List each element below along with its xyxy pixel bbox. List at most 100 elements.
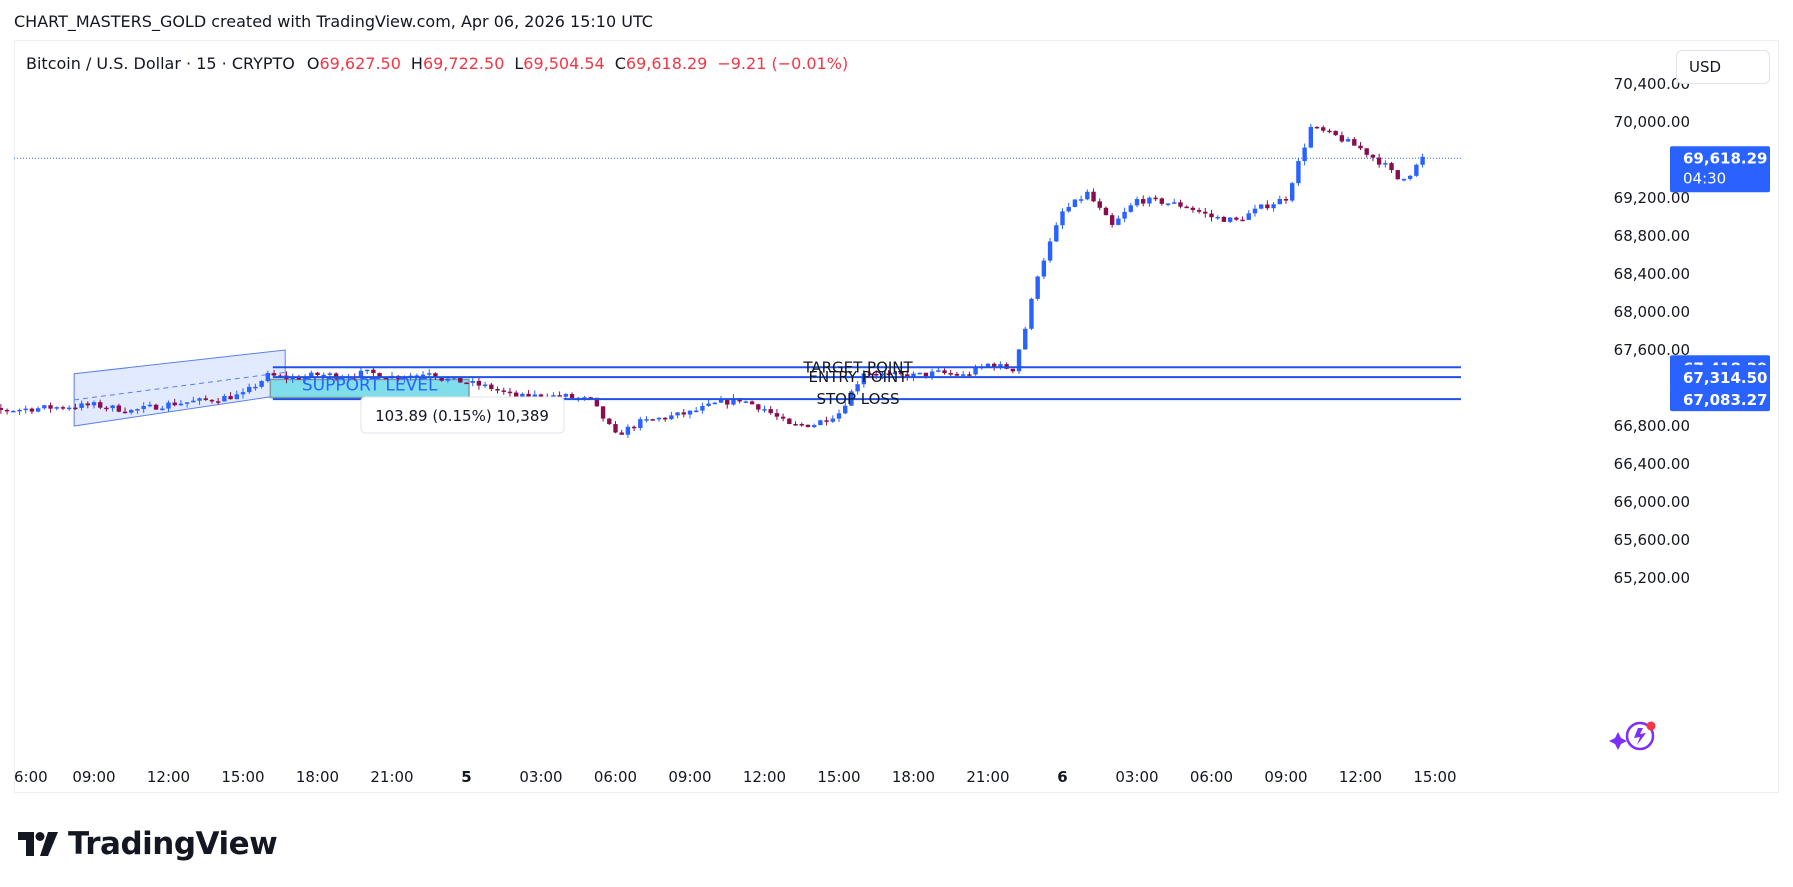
candle-body [147,404,153,407]
candle-body [973,367,978,375]
measure-tooltip: 103.89 (0.15%) 10,389 [360,396,565,434]
assistant-icon [1609,721,1656,751]
candle-body [1234,217,1239,220]
candle-body [259,381,264,387]
candle-body [98,402,103,408]
candle-body [203,398,208,400]
candle-body [582,397,587,399]
candle-body [1376,157,1382,165]
candle-body [1078,199,1084,201]
candle-body [1246,213,1251,220]
candle-body [1333,130,1338,136]
candle-body [60,407,66,409]
candle-body [1283,198,1289,201]
level-price-badge-2 [1670,387,1770,412]
tooltip-box [360,396,565,434]
candle-body [1308,126,1314,148]
price-tick-label: 65,600.00 [1614,531,1690,549]
candle-body [1122,211,1127,219]
candle-body [992,363,997,368]
time-tick-label: 15:00 [221,768,264,786]
candle-body [905,374,910,378]
candle-body [1184,206,1189,209]
candle-body [743,401,749,403]
candle-body [321,374,326,377]
candle-body [1041,260,1047,277]
candle-body [892,372,898,375]
candle-body [1072,199,1078,207]
candle-body [936,370,941,372]
candle-body [1066,206,1071,212]
chart-pane[interactable] [14,40,1779,793]
tradingview-logo[interactable]: TradingView [18,826,278,862]
candle-body [681,412,686,415]
candle-body [619,432,624,435]
time-tick-label: 12:00 [743,768,786,786]
candle-body [700,405,705,411]
candle-body [1103,207,1109,216]
close-label: C [614,54,626,73]
time-tick-label: 18:00 [892,768,935,786]
candle-body [1321,127,1326,131]
candle-body [1364,148,1369,155]
candle-body [197,398,202,401]
candle-body [656,417,662,420]
price-tick-label: 68,000.00 [1614,303,1690,321]
candle-body [1153,197,1158,200]
candle-body [85,403,90,406]
candle-body [1258,204,1264,209]
candle-body [1271,204,1276,209]
symbol-legend: Bitcoin / U.S. Dollar · 15 · CRYPTO O 69… [26,54,858,73]
candle-body [843,405,848,414]
candle-body [482,384,488,387]
candle-body [557,395,562,397]
candle-body [420,374,426,377]
candle-body [1203,211,1208,214]
candle-body [942,370,947,374]
candle-body [818,420,823,426]
candle-body [1010,368,1016,372]
candle-body [315,372,320,376]
candle-body [247,386,252,393]
currency-button[interactable]: USD [1676,50,1770,84]
candle-body [0,407,4,410]
candle-body [160,408,165,411]
candle-body [209,399,215,402]
candle-body [17,409,22,412]
candle-body [886,373,891,376]
candle-body [917,372,922,375]
candle-body [495,389,500,391]
candle-body [1290,183,1295,201]
candle-body [1370,154,1376,158]
level-label-0: TARGET POINT [802,358,913,376]
candle-body [911,373,916,378]
candle-body [364,369,370,372]
time-tick-label: 09:00 [668,768,711,786]
level-label-2: STOP LOSS [817,390,900,408]
candle-body [1401,178,1407,181]
candle-body [569,394,575,398]
candle-body [960,374,966,376]
candle-body [923,372,929,377]
candle-body [309,372,314,377]
price-tick-label: 68,400.00 [1614,265,1690,283]
candle-body [377,373,382,378]
price-tick-label: 68,800.00 [1614,227,1690,245]
change-value: −9.21 (−0.01%) [717,54,849,73]
candle-body [967,374,972,376]
candle-body [824,420,829,422]
candle-body [650,419,655,421]
candle-body [1302,147,1307,162]
candle-body [756,404,761,410]
candle-body [998,364,1003,368]
candle-body [66,407,72,410]
tooltip-text: 103.89 (0.15%) 10,389 [375,407,549,425]
chart-attribution: CHART_MASTERS_GOLD created with TradingV… [14,12,653,31]
candle-body [1178,202,1183,207]
candle-body [1172,202,1177,204]
candle-body [91,402,97,406]
candle-body [1358,145,1363,149]
candle-body [811,425,817,428]
price-tick-label: 66,000.00 [1614,493,1690,511]
